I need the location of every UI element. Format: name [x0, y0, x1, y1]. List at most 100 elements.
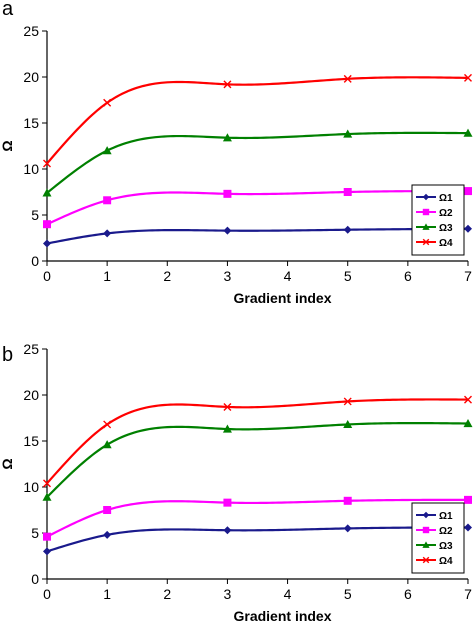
x-tick-label: 5: [344, 586, 352, 602]
data-point-1: [343, 225, 352, 234]
legend-label: Ω3: [439, 541, 453, 552]
y-tick-label: 25: [23, 23, 39, 39]
data-point-2: [223, 498, 232, 507]
data-point-3: [343, 419, 353, 429]
data-point-3: [42, 492, 52, 501]
data-point-3: [343, 129, 353, 138]
series-line-1: [46, 227, 469, 245]
data-point-3: [463, 128, 473, 137]
x-tick-label: 0: [43, 268, 51, 284]
x-tick-label: 1: [103, 586, 111, 602]
x-tick-label: 4: [284, 268, 292, 284]
legend-label: Ω3: [439, 223, 453, 234]
series-line-2: [46, 498, 468, 538]
x-tick-label: 7: [464, 586, 472, 602]
data-point-1: [43, 239, 51, 248]
legend-marker: [422, 526, 430, 534]
data-point-2: [464, 495, 472, 504]
x-tick-label: 6: [404, 268, 412, 284]
y-axis-title: Ω: [0, 458, 15, 469]
data-point-4: [103, 98, 112, 107]
data-point-4: [464, 73, 472, 82]
data-point-2: [43, 532, 51, 541]
chart-panel-a: a 0 5 10 15 20 25 0 1 2 3 4 5 6 7 Gradient index Ω Ω1 Ω2 Ω3…: [0, 0, 473, 306]
series-line-3: [46, 131, 469, 194]
legend-label: Ω2: [439, 526, 453, 537]
data-point-1: [223, 226, 232, 235]
data-point-4: [223, 80, 232, 89]
y-tick-label: 5: [31, 207, 39, 223]
legend-marker: [422, 208, 430, 216]
x-tick-label: 2: [163, 268, 171, 284]
y-tick-label: 10: [23, 479, 39, 495]
legend-marker: [422, 193, 430, 201]
legend-label: Ω4: [439, 238, 453, 249]
legend-marker: [422, 541, 430, 548]
panel-letter: b: [2, 344, 13, 366]
data-point-2: [103, 506, 112, 514]
data-point-1: [464, 523, 472, 532]
legend-box: [411, 184, 465, 256]
y-tick-label: 20: [23, 69, 39, 85]
data-point-1: [464, 224, 472, 233]
data-point-4: [343, 397, 352, 406]
y-axis-title: Ω: [0, 140, 15, 151]
data-point-1: [103, 229, 112, 238]
y-tick-label: 5: [31, 525, 39, 541]
legend-marker: [422, 556, 430, 564]
data-point-1: [343, 524, 352, 533]
data-point-1: [43, 547, 51, 556]
data-point-2: [43, 220, 51, 229]
y-tick-label: 25: [23, 341, 39, 357]
data-point-1: [103, 530, 112, 539]
x-tick-label: 7: [464, 268, 472, 284]
legend-box: [411, 502, 465, 574]
data-point-3: [42, 188, 52, 197]
series-line-1: [46, 526, 468, 553]
y-tick-label: 15: [23, 115, 39, 131]
data-point-4: [103, 420, 112, 429]
data-point-4: [43, 159, 51, 168]
data-point-1: [223, 526, 232, 535]
legend-label: Ω4: [439, 556, 453, 567]
x-tick-label: 0: [43, 586, 51, 602]
series-line-2: [46, 189, 468, 226]
y-tick-label: 15: [23, 433, 39, 449]
series-line-4: [46, 398, 469, 485]
data-point-4: [464, 395, 472, 404]
panel-letter: a: [2, 0, 14, 20]
y-tick-label: 0: [31, 253, 39, 269]
data-point-3: [222, 133, 232, 142]
data-point-2: [343, 188, 352, 196]
x-axis-title: Gradient index: [233, 608, 331, 624]
legend-label: Ω1: [439, 193, 453, 204]
data-point-4: [43, 479, 51, 488]
x-tick-label: 2: [163, 586, 171, 602]
legend-label: Ω2: [439, 208, 453, 219]
y-tick-label: 20: [23, 387, 39, 403]
x-axis-title: Gradient index: [233, 290, 331, 306]
series-line-4: [46, 76, 469, 165]
y-tick-label: 0: [31, 571, 39, 587]
x-tick-label: 6: [404, 586, 412, 602]
data-point-3: [463, 419, 473, 428]
data-point-2: [103, 196, 112, 205]
legend-label: Ω1: [439, 511, 453, 522]
data-point-3: [102, 146, 112, 155]
data-point-4: [343, 74, 352, 83]
y-tick-label: 10: [23, 161, 39, 177]
x-tick-label: 4: [284, 586, 292, 602]
chart-panel-b: b 0 5 10 15 20 25 0 1 2 3 4 5 6 7 Gradient index Ω Ω1 Ω2 Ω3…: [0, 341, 473, 624]
x-tick-label: 1: [103, 268, 111, 284]
data-point-2: [223, 189, 232, 198]
x-tick-label: 5: [344, 268, 352, 284]
data-point-3: [102, 440, 112, 449]
series-line-3: [46, 421, 469, 498]
data-point-4: [223, 402, 232, 411]
legend-marker: [422, 238, 430, 246]
legend-marker: [422, 223, 430, 230]
x-tick-label: 3: [224, 586, 232, 602]
data-point-2: [464, 187, 472, 196]
legend-marker: [422, 511, 430, 519]
